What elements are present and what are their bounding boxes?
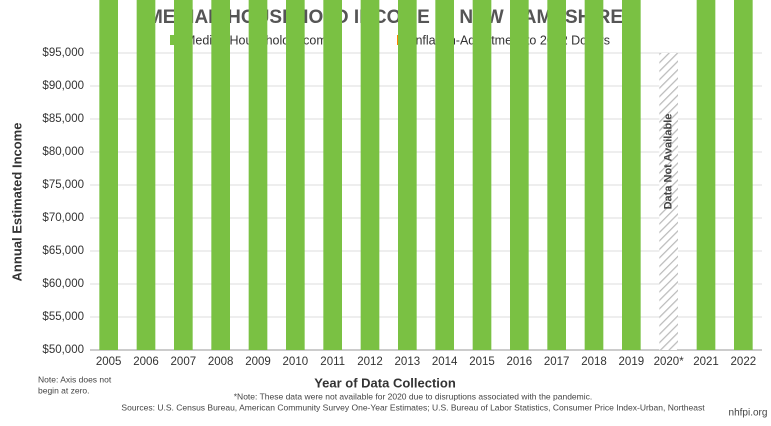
x-axis-title: Year of Data Collection — [314, 375, 456, 390]
bar-segment — [248, 0, 268, 350]
bar-segment — [136, 0, 156, 350]
x-tick-label: 2017 — [544, 356, 570, 368]
y-axis-title: Annual Estimated Income — [9, 123, 24, 282]
annotation: Data Not Available — [663, 114, 675, 210]
x-tick-label: 2020* — [654, 356, 685, 368]
sources: Sources: U.S. Census Bureau, American Co… — [121, 402, 705, 412]
bar-segment — [286, 0, 305, 351]
y-tick-label: $65,000 — [42, 245, 84, 257]
bar-segment — [211, 0, 230, 351]
bar-segment — [734, 0, 753, 350]
y-tick-label: $95,000 — [42, 47, 84, 59]
bar-segment — [360, 0, 380, 350]
x-tick-label: 2012 — [357, 356, 383, 368]
x-tick-label: 2015 — [469, 356, 495, 368]
y-tick-label: $90,000 — [42, 80, 84, 92]
x-tick-label: 2019 — [619, 356, 645, 368]
y-tick-label: $70,000 — [42, 212, 84, 224]
x-tick-label: 2013 — [395, 356, 421, 368]
bar-segment — [547, 0, 566, 350]
unavailable-band — [659, 53, 678, 350]
bar-segment — [323, 0, 342, 351]
x-tick-label: 2005 — [96, 356, 122, 368]
bar-segment — [174, 0, 193, 350]
bar-segment — [584, 0, 604, 350]
bar-segment — [510, 0, 529, 351]
bar-segment — [435, 0, 454, 350]
x-tick-label: 2006 — [133, 356, 159, 368]
x-tick-label: 2022 — [731, 356, 757, 368]
y-tick-label: $60,000 — [42, 278, 84, 290]
y-tick-label: $85,000 — [42, 113, 84, 125]
axis-note: Note: Axis does not — [38, 374, 112, 384]
y-tick-label: $50,000 — [42, 344, 84, 356]
bar-segment — [398, 0, 417, 350]
y-tick-label: $75,000 — [42, 179, 84, 191]
x-tick-label: 2008 — [208, 356, 234, 368]
x-tick-label: 2010 — [283, 356, 309, 368]
bar-segment — [622, 0, 641, 350]
footnote: *Note: These data were not available for… — [234, 391, 592, 401]
x-tick-label: 2021 — [693, 356, 719, 368]
bar-segment — [99, 0, 118, 351]
credit: nhfpi.org — [729, 408, 768, 419]
axis-note: begin at zero. — [38, 385, 90, 395]
x-tick-label: 2018 — [581, 356, 607, 368]
bar-segment — [472, 0, 492, 351]
x-tick-label: 2009 — [245, 356, 271, 368]
x-tick-label: 2011 — [320, 356, 345, 368]
y-tick-label: $55,000 — [42, 311, 84, 323]
y-tick-label: $80,000 — [42, 146, 84, 158]
x-tick-label: 2007 — [171, 356, 197, 368]
x-tick-label: 2014 — [432, 356, 458, 368]
x-tick-label: 2016 — [507, 356, 533, 368]
bar-segment — [696, 0, 716, 351]
